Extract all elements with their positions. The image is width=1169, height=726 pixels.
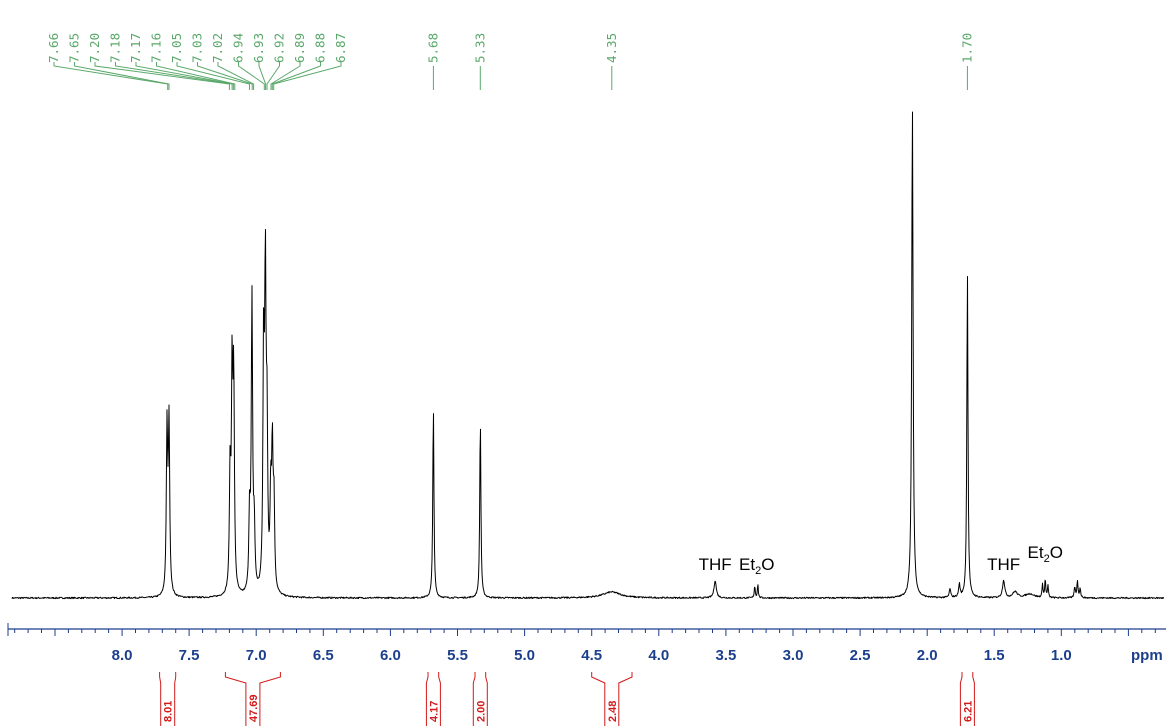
integral-bracket <box>174 672 177 726</box>
x-tick-label: 1.0 <box>1051 647 1072 664</box>
solvent-annotation: Et2O <box>739 555 774 577</box>
integral-bracket <box>259 672 281 726</box>
integral-group: 8.01 47.69 4.17 2.00 2.48 6.21 <box>159 672 975 726</box>
peak-label-leader <box>176 62 250 90</box>
integral-value: 2.48 <box>607 701 619 722</box>
peak-label: 7.05 <box>169 33 184 63</box>
peak-label: 6.94 <box>231 33 246 63</box>
peak-label: 6.93 <box>251 33 266 63</box>
integral-bracket <box>591 672 606 726</box>
integral-bracket <box>485 672 488 726</box>
peak-label: 6.92 <box>272 33 287 63</box>
x-tick-label: 3.0 <box>783 647 804 664</box>
spectrum-group <box>11 111 1165 600</box>
peak-label-leader <box>135 62 234 90</box>
peak-label-leader <box>74 62 170 90</box>
peak-label-leader <box>258 62 267 90</box>
spectrum-trace <box>11 111 1165 600</box>
x-tick-label: 5.0 <box>514 647 535 664</box>
peak-label-leader <box>197 62 253 90</box>
peak-label: 7.18 <box>108 33 123 63</box>
x-tick-label: 3.5 <box>715 647 736 664</box>
integral-value: 47.69 <box>248 694 260 722</box>
x-tick-label: 7.5 <box>179 647 200 664</box>
peak-label-leader <box>271 62 321 90</box>
peak-label: 5.68 <box>425 33 440 63</box>
peak-label: 7.65 <box>67 33 82 63</box>
peak-label-leader <box>217 62 255 90</box>
peak-label: 7.16 <box>149 33 164 63</box>
integral-bracket <box>972 672 975 726</box>
peak-label: 5.33 <box>472 33 487 63</box>
peak-label: 1.70 <box>959 33 974 63</box>
solvent-annotation: Et2O <box>1028 543 1063 565</box>
peak-label: 6.88 <box>313 33 328 63</box>
integral-value: 6.21 <box>962 701 974 722</box>
peak-label-leader <box>270 62 301 90</box>
peak-label: 7.03 <box>190 33 205 63</box>
x-tick-label: 2.5 <box>850 647 871 664</box>
x-tick-label: 5.5 <box>447 647 468 664</box>
peak-label-leader <box>273 62 342 90</box>
integral-value: 2.00 <box>475 701 487 722</box>
integral-bracket <box>159 672 162 726</box>
peak-label: 4.35 <box>604 33 619 63</box>
x-tick-label: 7.0 <box>246 647 267 664</box>
integral-bracket <box>425 672 429 726</box>
x-tick-label: 8.0 <box>112 647 133 664</box>
solvent-annotation: THF <box>699 555 732 574</box>
annotation-group: THF Et2O THF Et2O <box>699 543 1063 577</box>
integral-bracket <box>472 672 476 726</box>
x-tick-label: 2.0 <box>917 647 938 664</box>
peak-label-leader <box>238 62 265 90</box>
peak-label: 7.20 <box>87 33 102 63</box>
x-tick-label: 4.0 <box>648 647 669 664</box>
integral-value: 8.01 <box>163 701 175 722</box>
peak-label-leader <box>115 62 233 90</box>
peak-label: 7.17 <box>128 33 143 63</box>
peak-label-group: 7.66 7.65 7.20 7.18 7.17 7.16 7.05 7.03 7.02 6.94… <box>46 33 974 90</box>
solvent-annotation: THF <box>987 555 1020 574</box>
peak-label-leader <box>53 62 169 90</box>
integral-bracket <box>438 672 441 726</box>
peak-label-leader <box>94 62 230 90</box>
peak-label: 7.02 <box>210 33 225 63</box>
x-tick-label: 6.5 <box>313 647 334 664</box>
integral-bracket <box>959 672 963 726</box>
peak-label-leader <box>266 62 280 90</box>
x-tick-label: 6.0 <box>380 647 401 664</box>
integral-bracket <box>618 672 633 726</box>
peak-label-leader <box>156 62 236 90</box>
peak-label: 6.89 <box>292 33 307 63</box>
peak-label: 6.87 <box>333 33 348 63</box>
integral-bracket <box>224 672 247 726</box>
x-axis-unit-label: ppm <box>1131 647 1163 664</box>
x-axis: ppm 8.0 7.5 7.0 6.5 6.0 5.5 5.0 4.5 4.0 3.5 3.0 2.5… <box>7 623 1166 664</box>
x-tick-label: 1.5 <box>984 647 1005 664</box>
x-tick-label: 4.5 <box>581 647 602 664</box>
peak-label: 7.66 <box>46 33 61 63</box>
integral-value: 4.17 <box>428 701 440 722</box>
